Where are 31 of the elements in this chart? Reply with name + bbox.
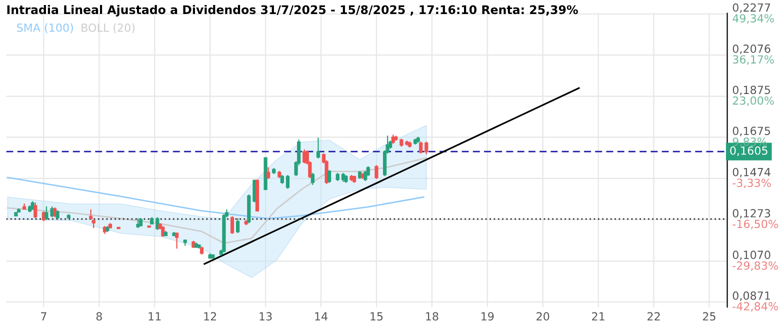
y2-tick-label: -3,33% xyxy=(732,178,771,188)
x-tick-label: 7 xyxy=(41,312,46,320)
y-tick-label: 0,1273 xyxy=(732,209,770,219)
x-tick-label: 20 xyxy=(536,312,550,321)
x-tick-label: 11 xyxy=(148,312,161,320)
x-tick-label: 18 xyxy=(426,312,438,321)
y-tick-label: 0,2277 xyxy=(732,3,770,13)
y-tick-label: 0,1875 xyxy=(732,86,770,96)
x-tick-label: 25 xyxy=(702,312,716,321)
y-tick-label: 0,0871 xyxy=(732,291,770,301)
x-tick-label: 8 xyxy=(96,312,102,321)
y-tick-label: 0,2076 xyxy=(732,44,770,54)
x-tick-label: 22 xyxy=(648,312,660,320)
y2-tick-label: -16,50% xyxy=(732,220,778,230)
x-tick-label: 19 xyxy=(482,312,494,321)
x-tick-label: 12 xyxy=(204,312,216,320)
y-tick-label: 0,1675 xyxy=(732,126,770,136)
y-tick-label: 0,1474 xyxy=(732,168,770,178)
x-tick-label: 21 xyxy=(592,312,604,320)
y2-tick-label: -29,83% xyxy=(732,261,778,271)
y-tick-label: 0,1070 xyxy=(732,250,770,260)
x-tick-label: 15 xyxy=(370,312,383,321)
y2-tick-label: -42,84% xyxy=(732,302,778,312)
x-tick-label: 14 xyxy=(315,312,328,320)
y2-tick-label: 23,00% xyxy=(732,96,774,106)
y2-tick-label: 49,34% xyxy=(732,14,774,24)
ref-line-label: 0,1605 xyxy=(730,146,768,156)
text: SMA (100) xyxy=(16,23,73,34)
y2-tick-label: 36,17% xyxy=(732,55,774,65)
x-tick-label: 13 xyxy=(260,312,272,321)
chart-title: Intradia Lineal Ajustado a Dividendos 31/7/2025 - 15/8/2025 , 17:16:10 Renta: 25,39% xyxy=(7,4,578,16)
